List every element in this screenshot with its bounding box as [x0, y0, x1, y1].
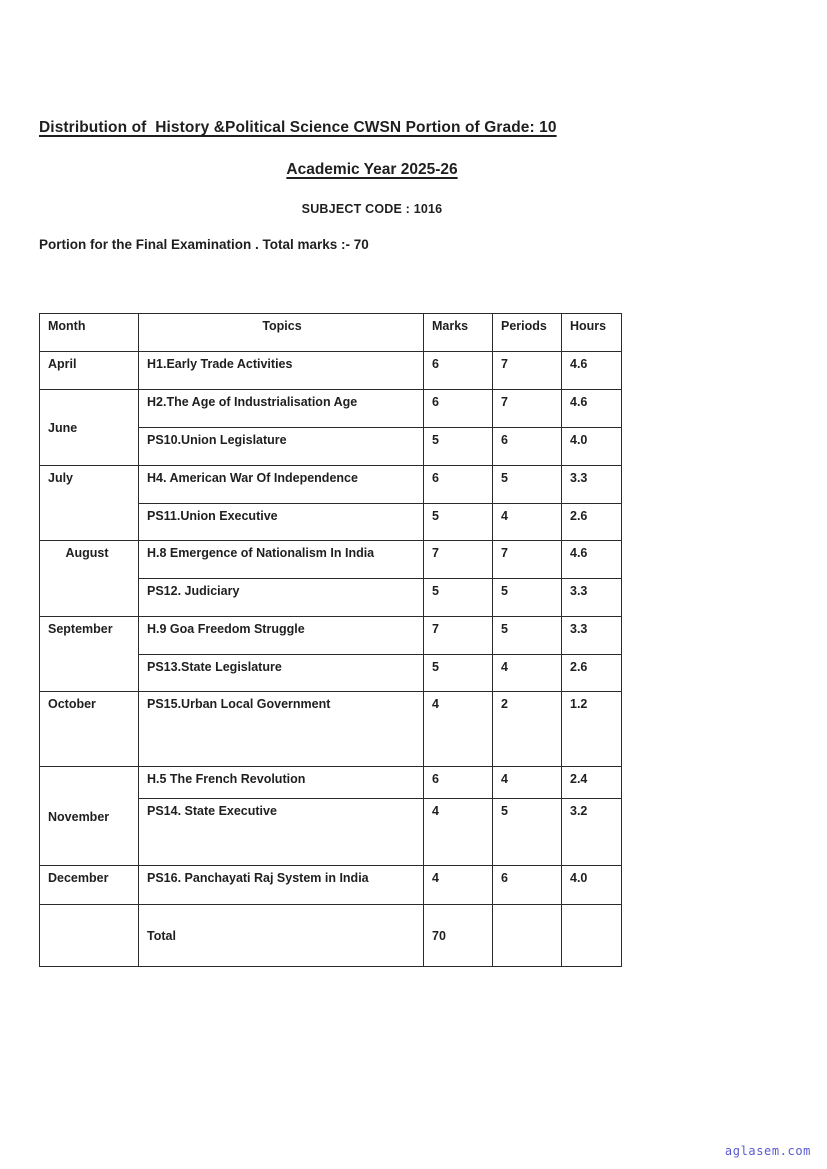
subject-code-line: SUBJECT CODE : 1016 — [301, 202, 443, 216]
table-row: PS13.State Legislature 5 4 2.6 — [40, 654, 622, 692]
page-title: Distribution of History &Political Scien… — [39, 119, 557, 136]
marks-cell: 7 — [423, 540, 493, 579]
hours-cell: 3.3 — [561, 616, 622, 655]
marks-cell: 5 — [423, 654, 493, 692]
table-total-row: Total 70 — [39, 904, 622, 967]
marks-cell: 6 — [423, 465, 493, 504]
table-row: July H4. American War Of Independence 6 … — [39, 465, 622, 541]
topic-cell: PS13.State Legislature — [138, 654, 424, 692]
periods-cell: 4 — [492, 766, 562, 799]
table-row: April H1.Early Trade Activities 6 7 4.6 — [39, 351, 622, 390]
portion-distribution-table: Month Topics Marks Periods Hours April H… — [39, 313, 622, 967]
month-cell: September — [39, 616, 139, 692]
topic-cell: H1.Early Trade Activities — [138, 351, 424, 390]
topic-cell: PS10.Union Legislature — [138, 427, 424, 466]
table-row: PS14. State Executive 4 5 3.2 — [40, 798, 622, 866]
marks-cell: 4 — [423, 865, 493, 905]
periods-cell: 5 — [492, 578, 562, 617]
table-header-row: Month Topics Marks Periods Hours — [39, 313, 622, 352]
topic-cell: PS15.Urban Local Government — [138, 691, 424, 767]
periods-cell: 4 — [492, 503, 562, 541]
hours-cell: 3.2 — [561, 798, 622, 866]
hours-cell: 4.0 — [561, 865, 622, 905]
month-cell-empty — [39, 904, 139, 967]
periods-cell: 7 — [492, 389, 562, 428]
hours-cell: 3.3 — [561, 578, 622, 617]
marks-cell: 6 — [423, 389, 493, 428]
table-row: PS12. Judiciary 5 5 3.3 — [40, 578, 622, 617]
marks-cell: 4 — [423, 691, 493, 767]
marks-cell: 6 — [423, 766, 493, 799]
month-cell: April — [39, 351, 139, 390]
table-row: October PS15.Urban Local Government 4 2 … — [39, 691, 622, 767]
marks-cell: 5 — [423, 427, 493, 466]
periods-cell: 2 — [492, 691, 562, 767]
hours-cell: 4.6 — [561, 351, 622, 390]
column-header-hours: Hours — [561, 313, 622, 352]
total-marks-cell: 70 — [423, 904, 493, 967]
hours-cell: 2.6 — [561, 654, 622, 692]
column-header-topics: Topics — [138, 313, 424, 352]
marks-cell: 6 — [423, 351, 493, 390]
table-row: PS11.Union Executive 5 4 2.6 — [40, 503, 622, 541]
hours-cell: 4.6 — [561, 540, 622, 579]
month-cell: July — [39, 465, 139, 541]
total-hours-cell-empty — [561, 904, 622, 967]
topic-cell: PS11.Union Executive — [138, 503, 424, 541]
periods-cell: 7 — [492, 351, 562, 390]
watermark-text: aglasem.com — [724, 1144, 811, 1158]
month-cell: October — [39, 691, 139, 767]
periods-cell: 5 — [492, 616, 562, 655]
topic-cell: PS12. Judiciary — [138, 578, 424, 617]
periods-cell: 5 — [492, 798, 562, 866]
column-header-marks: Marks — [423, 313, 493, 352]
month-cell: November — [39, 766, 139, 866]
topic-cell: H.8 Emergence of Nationalism In India — [138, 540, 424, 579]
hours-cell: 4.0 — [561, 427, 622, 466]
table-row: September H.9 Goa Freedom Struggle 7 5 3… — [39, 616, 622, 692]
periods-cell: 4 — [492, 654, 562, 692]
periods-cell: 7 — [492, 540, 562, 579]
month-cell: June — [39, 389, 139, 466]
total-periods-cell-empty — [492, 904, 562, 967]
column-header-periods: Periods — [492, 313, 562, 352]
marks-cell: 4 — [423, 798, 493, 866]
marks-cell: 7 — [423, 616, 493, 655]
table-row: August H.8 Emergence of Nationalism In I… — [39, 540, 622, 617]
portion-note-line: Portion for the Final Examination . Tota… — [39, 237, 369, 252]
table-row: November H.5 The French Revolution 6 4 2… — [39, 766, 622, 866]
periods-cell: 6 — [492, 865, 562, 905]
topic-cell: H.5 The French Revolution — [138, 766, 424, 799]
academic-year-subtitle: Academic Year 2025-26 — [286, 161, 458, 178]
table-row: June H2.The Age of Industrialisation Age… — [39, 389, 622, 466]
total-label-cell: Total — [138, 904, 424, 967]
hours-cell: 3.3 — [561, 465, 622, 504]
topic-cell: PS16. Panchayati Raj System in India — [138, 865, 424, 905]
marks-cell: 5 — [423, 578, 493, 617]
periods-cell: 6 — [492, 427, 562, 466]
column-header-month: Month — [39, 313, 139, 352]
hours-cell: 2.6 — [561, 503, 622, 541]
topic-cell: H2.The Age of Industrialisation Age — [138, 389, 424, 428]
month-cell: December — [39, 865, 139, 905]
topic-cell: H.9 Goa Freedom Struggle — [138, 616, 424, 655]
hours-cell: 1.2 — [561, 691, 622, 767]
topic-cell: PS14. State Executive — [138, 798, 424, 866]
marks-cell: 5 — [423, 503, 493, 541]
periods-cell: 5 — [492, 465, 562, 504]
month-cell: August — [39, 540, 139, 617]
hours-cell: 2.4 — [561, 766, 622, 799]
table-row: PS10.Union Legislature 5 6 4.0 — [40, 427, 622, 466]
hours-cell: 4.6 — [561, 389, 622, 428]
table-row: December PS16. Panchayati Raj System in … — [39, 865, 622, 905]
topic-cell: H4. American War Of Independence — [138, 465, 424, 504]
